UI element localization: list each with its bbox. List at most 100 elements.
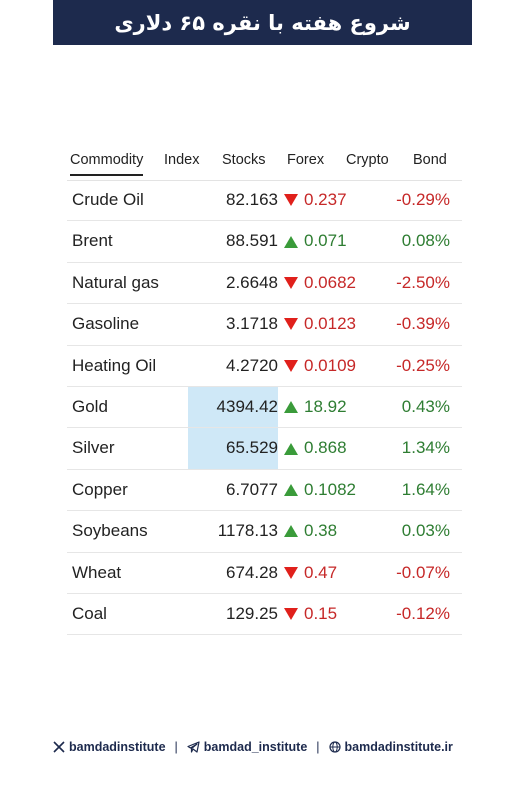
table-row: Brent 88.591 0.071 0.08% xyxy=(67,221,462,263)
price: 3.1718 xyxy=(226,314,278,334)
change: 0.237 xyxy=(283,180,347,220)
arrow-shape xyxy=(284,318,298,331)
change: 0.38 xyxy=(283,511,337,551)
price: 129.25 xyxy=(226,603,278,623)
tab-bar: Commodity Index Stocks Forex Crypto Bond xyxy=(67,148,462,181)
change-value: 0.15 xyxy=(304,603,338,623)
change: 0.0109 xyxy=(283,346,356,386)
change-value: 0.237 xyxy=(304,190,347,209)
commodity-name: Coal xyxy=(72,603,107,623)
footer-link[interactable]: bamdadinstitute.ir xyxy=(344,740,453,754)
change: 18.92 xyxy=(283,387,347,427)
direction-arrow xyxy=(284,276,298,289)
tab[interactable]: Commodity xyxy=(70,152,144,176)
direction-arrow xyxy=(284,442,298,455)
telegram-icon xyxy=(187,741,200,753)
change: 0.0682 xyxy=(283,263,356,303)
table-row: Wheat 674.28 0.47 -0.07% xyxy=(67,553,462,594)
price: 4394.42 xyxy=(188,386,278,428)
tab[interactable]: Stocks xyxy=(222,152,266,168)
change-value: 0.0109 xyxy=(304,355,356,375)
price: 674.28 xyxy=(226,562,278,582)
percent: -0.12% xyxy=(396,603,450,623)
tab[interactable]: Index xyxy=(164,152,200,168)
commodity-name: Brent xyxy=(72,231,113,251)
arrow-shape xyxy=(284,194,298,207)
arrow-shape xyxy=(284,483,298,496)
table-row: Coal 129.25 0.15 -0.12% xyxy=(67,594,462,636)
direction-arrow xyxy=(284,194,298,207)
change-value: 0.868 xyxy=(304,438,347,458)
title: شروع هفته با نقره ۶۵ دلاری xyxy=(114,10,411,35)
arrow-shape xyxy=(284,235,298,248)
footer-link[interactable]: bamdad_institute xyxy=(203,740,308,754)
commodity-name: Copper xyxy=(72,479,128,499)
table-row: Gasoline 3.1718 0.0123 -0.39% xyxy=(67,304,462,346)
direction-arrow xyxy=(284,359,298,372)
table-row: Natural gas 2.6648 0.0682 -2.50% xyxy=(67,263,462,305)
direction-arrow xyxy=(284,235,298,248)
commodity-name: Crude Oil xyxy=(72,190,144,209)
tab[interactable]: Forex xyxy=(287,152,325,168)
table-row: Heating Oil 4.2720 0.0109 -0.25% xyxy=(67,346,462,387)
commodity-name: Heating Oil xyxy=(72,355,157,375)
direction-arrow xyxy=(284,608,298,621)
table-row: Copper 6.7077 0.1082 1.64% xyxy=(67,470,462,512)
direction-arrow xyxy=(284,318,298,331)
table-row: Silver 65.529 0.868 1.34% xyxy=(67,428,462,470)
change-value: 0.47 xyxy=(304,562,338,582)
commodity-name: Natural gas xyxy=(72,272,159,292)
table-row: Crude Oil 82.163 0.237 -0.29% xyxy=(67,180,462,222)
table-row: Gold 4394.42 18.92 0.43% xyxy=(67,386,462,429)
globe-icon xyxy=(328,741,341,753)
change-value: 18.92 xyxy=(304,396,347,416)
price: 4.2720 xyxy=(226,355,278,375)
direction-arrow xyxy=(284,401,298,414)
commodity-name: Silver xyxy=(72,438,115,458)
change-value: 0.38 xyxy=(304,521,338,541)
direction-arrow xyxy=(284,525,298,538)
percent: 0.08% xyxy=(401,231,450,251)
change: 0.0123 xyxy=(283,304,356,344)
percent: -0.39% xyxy=(396,314,450,334)
price: 88.591 xyxy=(226,231,278,251)
table-row: Soybeans 1178.13 0.38 0.03% xyxy=(67,511,462,553)
title-banner: شروع هفته با نقره ۶۵ دلاری xyxy=(53,0,472,45)
change: 0.47 xyxy=(283,553,337,593)
arrow-shape xyxy=(284,276,298,289)
x-icon xyxy=(53,741,65,753)
percent: -2.50% xyxy=(396,272,450,292)
change-value: 0.071 xyxy=(304,231,347,251)
arrow-shape xyxy=(284,401,298,414)
commodity-name: Soybeans xyxy=(72,521,148,541)
change: 0.868 xyxy=(283,428,347,468)
tab[interactable]: Bond xyxy=(413,152,447,168)
commodity-name: Wheat xyxy=(72,562,122,582)
change-value: 0.1082 xyxy=(304,479,356,499)
price: 6.7077 xyxy=(226,479,278,499)
separator: | xyxy=(316,740,320,754)
price: 1178.13 xyxy=(217,521,278,541)
change-value: 0.0682 xyxy=(304,272,356,292)
commodity-table: Crude Oil 82.163 0.237 -0.29% Brent 88.591 0.0… xyxy=(67,180,462,636)
percent: -0.25% xyxy=(396,355,450,375)
tab[interactable]: Crypto xyxy=(346,152,389,168)
arrow-shape xyxy=(284,442,298,455)
arrow-shape xyxy=(284,359,298,372)
price: 2.6648 xyxy=(226,272,278,292)
footer: bamdadinstitute | bamdad_institute | bam… xyxy=(53,737,473,757)
change-value: 0.0123 xyxy=(304,314,356,334)
arrow-shape xyxy=(284,525,298,538)
price: 65.529 xyxy=(188,428,278,469)
percent: -0.07% xyxy=(396,562,450,582)
arrow-shape xyxy=(284,566,298,579)
percent: 1.34% xyxy=(401,438,450,458)
separator: | xyxy=(174,740,178,754)
change: 0.1082 xyxy=(283,470,356,510)
direction-arrow xyxy=(284,566,298,579)
change: 0.15 xyxy=(283,594,337,634)
commodity-name: Gasoline xyxy=(72,314,140,334)
footer-link[interactable]: bamdadinstitute xyxy=(69,740,166,754)
change: 0.071 xyxy=(283,221,347,261)
